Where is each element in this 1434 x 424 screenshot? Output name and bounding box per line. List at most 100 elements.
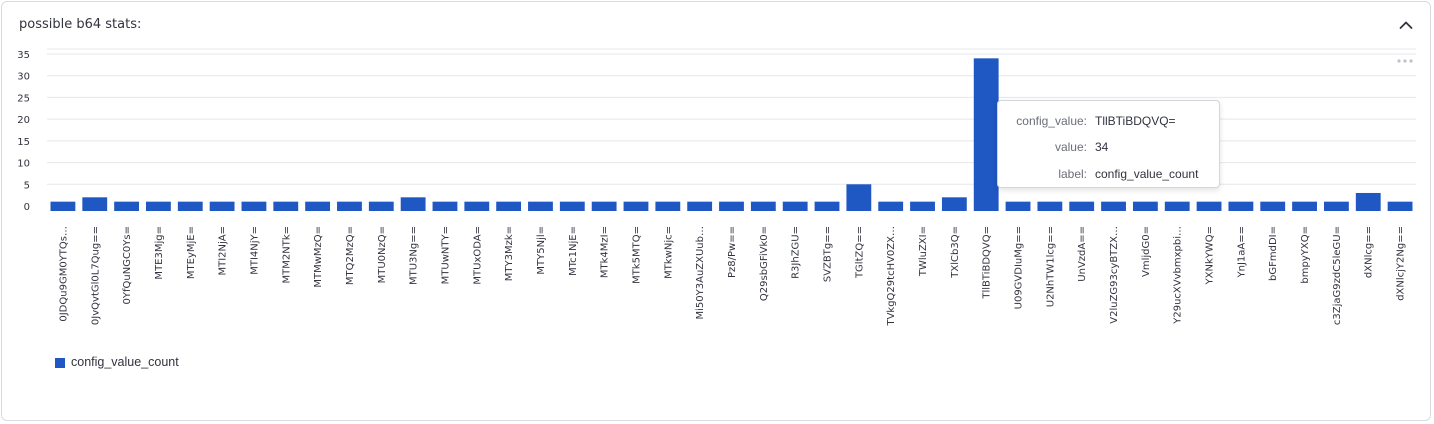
- x-tick-label: MTM2NTk=: [281, 226, 292, 284]
- bar[interactable]: [432, 201, 458, 211]
- tooltip-value: config_value_count: [1095, 167, 1199, 181]
- x-tick-label: UnVzdA==: [1077, 226, 1088, 282]
- chart-tooltip: config_value: TllBTiBDQVQ= value: 34 lab…: [997, 100, 1220, 188]
- y-tick-label: 15: [17, 137, 30, 148]
- x-tick-label: dXNlcg==: [1364, 226, 1375, 278]
- bar[interactable]: [114, 201, 140, 211]
- bar[interactable]: [846, 184, 872, 211]
- x-tick-label: TWluZXI=: [918, 226, 929, 277]
- tooltip-value: TllBTiBDQVQ=: [1095, 114, 1176, 128]
- bar[interactable]: [177, 201, 203, 211]
- bar[interactable]: [209, 201, 235, 211]
- x-tick-label: MTkwNjc=: [663, 226, 674, 279]
- y-tick-label: 0: [24, 202, 30, 213]
- x-tick-label: MTU3Ng==: [409, 226, 420, 285]
- bar[interactable]: [496, 201, 522, 211]
- y-tick-label: 25: [17, 93, 30, 104]
- bar[interactable]: [623, 201, 649, 211]
- x-tick-label: MTk5MTQ=: [631, 226, 642, 284]
- bar[interactable]: [1069, 201, 1095, 211]
- x-tick-label: V2luZG93cyBTZX…: [1109, 226, 1120, 324]
- bar[interactable]: [1101, 201, 1126, 211]
- x-tick-label: dXNlcjY2Ng==: [1396, 226, 1407, 301]
- bar[interactable]: [941, 197, 967, 211]
- bar[interactable]: [1196, 201, 1222, 211]
- bar[interactable]: [719, 201, 744, 211]
- bar[interactable]: [591, 201, 617, 211]
- bar[interactable]: [1292, 201, 1317, 211]
- x-tick-label: bGFmdDI=: [1268, 226, 1279, 281]
- bar[interactable]: [750, 201, 776, 211]
- bar[interactable]: [241, 201, 267, 211]
- bar[interactable]: [1132, 201, 1158, 211]
- x-tick-label: Pz8/Pw==: [727, 226, 738, 278]
- bar[interactable]: [400, 197, 426, 211]
- x-tick-label: MTEyMjE=: [186, 226, 197, 279]
- x-tick-label: MTUxODA=: [472, 226, 483, 285]
- tooltip-row-label: label: config_value_count: [998, 167, 1219, 183]
- x-tick-label: MTMwMzQ=: [313, 226, 324, 288]
- y-tick-label: 30: [17, 72, 30, 83]
- x-tick-label: TVkgQ29tcHV0ZX…: [886, 226, 897, 327]
- bar[interactable]: [687, 201, 713, 211]
- y-tick-label: 35: [17, 50, 30, 61]
- y-tick-label: 10: [17, 159, 30, 170]
- bar[interactable]: [1355, 192, 1381, 211]
- tooltip-key: label:: [1058, 167, 1087, 181]
- bar[interactable]: [973, 58, 999, 212]
- bar[interactable]: [1323, 201, 1349, 211]
- x-tick-label: MTI2NjA=: [218, 226, 229, 276]
- chevron-up-icon[interactable]: [1394, 13, 1418, 37]
- bar[interactable]: [1387, 201, 1413, 211]
- x-tick-label: Mi50Y3AuZXUub…: [695, 226, 706, 320]
- x-tick-label: YnJ1aA==: [1236, 226, 1247, 278]
- bar[interactable]: [368, 201, 394, 211]
- x-tick-label: Q29sbGFiVk0=: [759, 226, 770, 301]
- x-tick-label: MTI4NjY=: [249, 226, 260, 275]
- tooltip-row-value: value: 34: [998, 140, 1219, 156]
- bar[interactable]: [655, 201, 681, 211]
- x-tick-label: VmljdG0=: [1141, 226, 1152, 277]
- tooltip-key: value:: [1054, 140, 1087, 154]
- x-tick-label: R3JhZGU=: [791, 226, 802, 279]
- x-tick-label: c3ZjaG9zdC5leGU=: [1332, 226, 1343, 325]
- chevron-up-icon-graphic: [1399, 21, 1413, 29]
- bar[interactable]: [305, 201, 331, 211]
- bar[interactable]: [82, 197, 108, 211]
- x-tick-label: TllBTiBDQVQ=: [982, 226, 993, 300]
- bar[interactable]: [337, 201, 362, 211]
- bar[interactable]: [1260, 201, 1286, 211]
- bar[interactable]: [1164, 201, 1190, 211]
- x-tick-label: MTc1NjE=: [568, 226, 579, 276]
- tooltip-key: config_value:: [1016, 114, 1087, 128]
- bar[interactable]: [814, 201, 840, 211]
- x-tick-label: SVZBTg==: [823, 226, 834, 282]
- y-tick-label: 20: [17, 115, 30, 126]
- bar[interactable]: [528, 201, 553, 211]
- bar[interactable]: [273, 201, 299, 211]
- x-tick-label: MTU0NzQ=: [377, 226, 388, 283]
- bar[interactable]: [50, 201, 76, 211]
- x-tick-label: MTUwNTY=: [440, 226, 451, 284]
- bar[interactable]: [146, 201, 171, 211]
- bar[interactable]: [782, 201, 808, 211]
- bar[interactable]: [1005, 201, 1031, 211]
- bar[interactable]: [559, 201, 585, 211]
- bar[interactable]: [910, 201, 935, 211]
- x-tick-label: TXlCb3Q=: [950, 226, 961, 279]
- x-tick-label: U09GVDIuMg==: [1014, 226, 1025, 309]
- x-tick-label: bmpyYXQ=: [1300, 226, 1311, 284]
- bar[interactable]: [878, 201, 904, 211]
- bar[interactable]: [1228, 201, 1254, 211]
- bar[interactable]: [1037, 201, 1063, 211]
- tooltip-value: 34: [1095, 140, 1109, 154]
- x-tick-label: U2NhTW1lcg==: [1045, 226, 1056, 307]
- bar[interactable]: [464, 201, 490, 211]
- y-tick-label: 5: [24, 180, 30, 191]
- x-tick-label: 0JvQvtGl0L7Qug==: [90, 226, 101, 325]
- x-tick-label: YXNkYWQ=: [1205, 226, 1216, 285]
- more-horizontal-icon[interactable]: [1390, 52, 1420, 70]
- x-tick-label: Y29ucXVvbmxpbi…: [1173, 226, 1184, 325]
- x-tick-label: 0JDQu9GM0YTQs…: [58, 226, 69, 322]
